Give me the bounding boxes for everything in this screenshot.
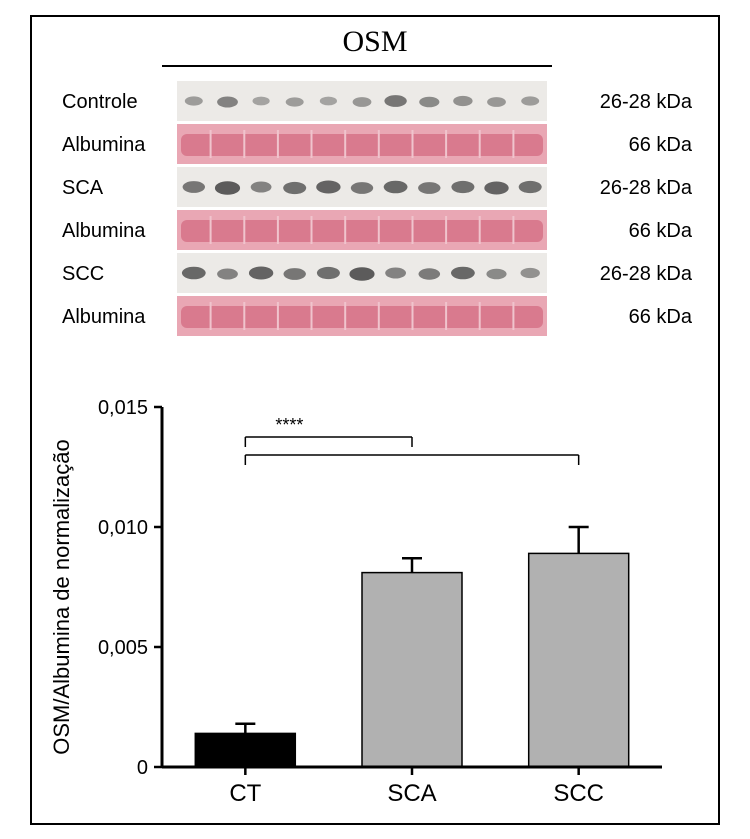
kda-label: 26-28 kDa [600, 263, 692, 286]
blot-row: Albumina 66 kDa [62, 124, 692, 164]
lane-strip [177, 81, 547, 121]
x-category-label: SCA [387, 780, 436, 807]
blot-panel: Controle 26-28 kDa Albumina 66 kDa SCA 26-28 … [62, 81, 692, 339]
bar [195, 733, 295, 767]
bar [529, 553, 629, 767]
blot-row: Controle 26-28 kDa [62, 81, 692, 121]
x-category-label: CT [229, 780, 261, 807]
kda-label: 66 kDa [629, 134, 692, 157]
panel-title: OSM [32, 25, 718, 59]
kda-label: 66 kDa [629, 220, 692, 243]
blot-row-label: SCA [62, 177, 172, 200]
blot-row-label: Controle [62, 91, 172, 114]
chart-svg: 0 0,005 0,010 0,015 CT SCA SCC **** [72, 377, 682, 817]
lane-strip [177, 210, 547, 250]
lane-strip [177, 253, 547, 293]
kda-label: 66 kDa [629, 306, 692, 329]
panel-title-rule [162, 65, 552, 67]
blot-row-label: SCC [62, 263, 172, 286]
blot-row-label: Albumina [62, 306, 172, 329]
blot-row: Albumina 66 kDa [62, 210, 692, 250]
svg-text:0,005: 0,005 [98, 637, 148, 659]
blot-row: SCC 26-28 kDa [62, 253, 692, 293]
lane-strip [177, 167, 547, 207]
svg-text:0,010: 0,010 [98, 517, 148, 539]
bar-chart: OSM/Albumina de normalização 00,0050,010… [72, 377, 682, 817]
bar [362, 573, 462, 767]
lane-strip [177, 296, 547, 336]
blot-row-label: Albumina [62, 220, 172, 243]
figure-frame: OSM Controle 26-28 kDa Albumina 66 kDa SCA 26… [30, 15, 720, 825]
blot-row-label: Albumina [62, 134, 172, 157]
lane-strip [177, 124, 547, 164]
y-axis-title: OSM/Albumina de normalização [49, 439, 75, 754]
blot-row: SCA 26-28 kDa [62, 167, 692, 207]
significance-label: **** [275, 415, 303, 435]
blot-row: Albumina 66 kDa [62, 296, 692, 336]
x-category-label: SCC [553, 780, 604, 807]
kda-label: 26-28 kDa [600, 177, 692, 200]
svg-text:0,015: 0,015 [98, 397, 148, 419]
kda-label: 26-28 kDa [600, 91, 692, 114]
svg-text:0: 0 [137, 757, 148, 779]
